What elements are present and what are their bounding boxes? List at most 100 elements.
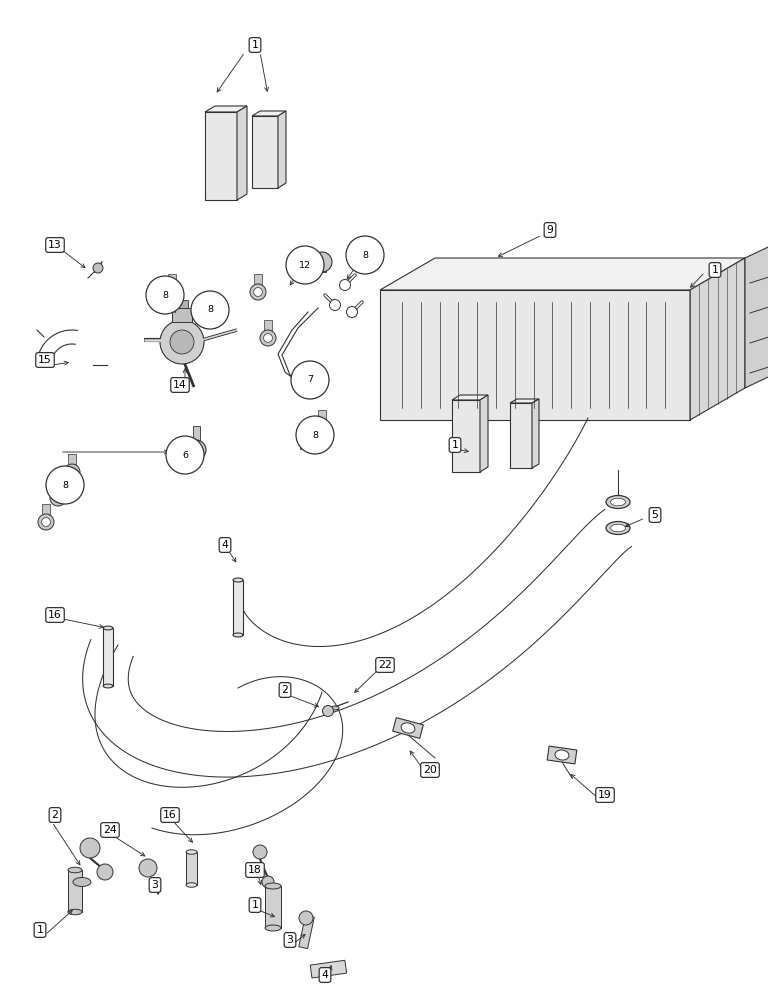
Text: 8: 8 xyxy=(362,250,368,259)
Circle shape xyxy=(38,514,54,530)
Circle shape xyxy=(164,284,180,300)
Bar xyxy=(265,886,281,928)
Bar xyxy=(299,915,314,949)
Circle shape xyxy=(167,288,177,296)
Circle shape xyxy=(68,468,76,476)
Text: 18: 18 xyxy=(248,865,262,875)
Circle shape xyxy=(80,838,100,858)
Ellipse shape xyxy=(103,684,113,688)
Ellipse shape xyxy=(68,909,82,915)
Circle shape xyxy=(314,420,330,436)
Ellipse shape xyxy=(331,706,339,710)
Text: 1: 1 xyxy=(452,440,458,450)
Circle shape xyxy=(186,440,206,460)
Circle shape xyxy=(263,334,273,342)
Bar xyxy=(68,454,76,464)
Circle shape xyxy=(146,276,184,314)
Text: 7: 7 xyxy=(307,375,313,384)
Polygon shape xyxy=(237,106,247,200)
Bar xyxy=(205,112,237,200)
Circle shape xyxy=(323,706,333,716)
Ellipse shape xyxy=(265,925,281,931)
Ellipse shape xyxy=(186,883,197,887)
Text: 3: 3 xyxy=(151,880,158,890)
Polygon shape xyxy=(205,106,247,112)
Circle shape xyxy=(253,845,267,859)
Ellipse shape xyxy=(233,633,243,637)
Text: 24: 24 xyxy=(103,825,117,835)
Text: 15: 15 xyxy=(38,355,52,365)
Text: 4: 4 xyxy=(221,540,228,550)
Bar xyxy=(318,260,326,272)
Polygon shape xyxy=(392,718,423,738)
Bar xyxy=(186,852,197,885)
Polygon shape xyxy=(380,258,745,290)
Circle shape xyxy=(46,466,84,504)
Ellipse shape xyxy=(233,578,243,582)
Ellipse shape xyxy=(265,883,281,889)
Text: 8: 8 xyxy=(312,430,318,440)
Bar xyxy=(510,403,532,468)
Bar xyxy=(318,410,326,420)
Polygon shape xyxy=(745,240,768,388)
Circle shape xyxy=(262,876,274,888)
Circle shape xyxy=(299,911,313,925)
Text: 16: 16 xyxy=(163,810,177,820)
Text: 3: 3 xyxy=(286,935,293,945)
Circle shape xyxy=(339,279,350,290)
Circle shape xyxy=(170,330,194,354)
Bar xyxy=(172,308,192,322)
Text: 16: 16 xyxy=(48,610,62,620)
Text: 19: 19 xyxy=(598,790,612,800)
Circle shape xyxy=(260,330,276,346)
Polygon shape xyxy=(278,111,286,188)
Bar xyxy=(54,480,62,490)
Ellipse shape xyxy=(611,524,625,532)
Circle shape xyxy=(291,361,329,399)
Text: 14: 14 xyxy=(173,380,187,390)
Circle shape xyxy=(253,288,263,296)
Circle shape xyxy=(318,424,326,432)
Bar xyxy=(193,426,200,440)
Polygon shape xyxy=(690,258,745,420)
Circle shape xyxy=(286,246,324,284)
Ellipse shape xyxy=(73,878,91,886)
Ellipse shape xyxy=(186,850,197,854)
Circle shape xyxy=(346,236,384,274)
Text: 1: 1 xyxy=(252,900,259,910)
Bar xyxy=(168,274,176,284)
Circle shape xyxy=(97,864,113,880)
Text: 8: 8 xyxy=(162,290,168,300)
Circle shape xyxy=(93,263,103,273)
Circle shape xyxy=(312,252,332,272)
Ellipse shape xyxy=(401,723,415,733)
Bar xyxy=(68,870,82,912)
Ellipse shape xyxy=(611,498,625,506)
Polygon shape xyxy=(452,395,488,400)
Text: 2: 2 xyxy=(51,810,58,820)
Text: 6: 6 xyxy=(182,450,188,460)
Bar xyxy=(452,400,480,472)
Polygon shape xyxy=(252,111,286,116)
Ellipse shape xyxy=(606,495,630,508)
Bar xyxy=(176,300,188,308)
Bar xyxy=(254,274,262,284)
Bar xyxy=(42,504,50,514)
Circle shape xyxy=(346,306,357,318)
Text: 8: 8 xyxy=(62,481,68,489)
Polygon shape xyxy=(480,395,488,472)
Ellipse shape xyxy=(68,867,82,873)
Circle shape xyxy=(329,300,340,310)
Text: 4: 4 xyxy=(322,970,329,980)
Text: 1: 1 xyxy=(252,40,259,50)
Circle shape xyxy=(139,859,157,877)
Circle shape xyxy=(296,416,334,454)
Polygon shape xyxy=(380,290,690,420)
Text: 13: 13 xyxy=(48,240,62,250)
Bar xyxy=(310,960,346,978)
Bar xyxy=(103,628,113,686)
Text: 9: 9 xyxy=(547,225,554,235)
Circle shape xyxy=(166,436,204,474)
Polygon shape xyxy=(547,746,577,764)
Ellipse shape xyxy=(103,626,113,630)
